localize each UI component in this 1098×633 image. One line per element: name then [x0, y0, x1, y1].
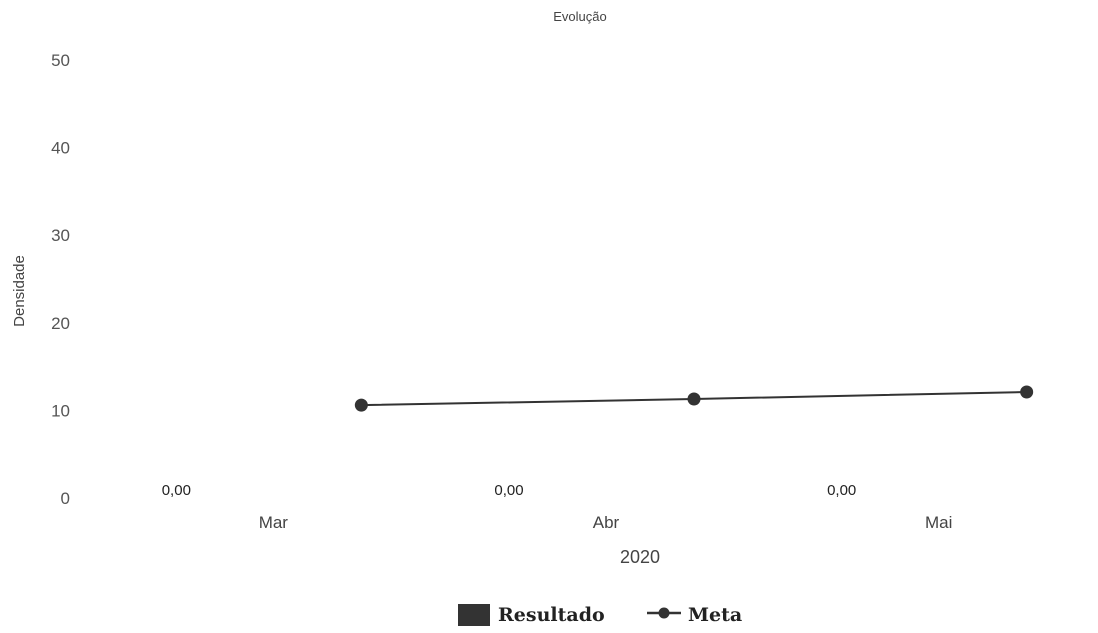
- legend-label-meta: Meta: [688, 604, 742, 626]
- legend[interactable]: Resultado Meta: [458, 604, 742, 626]
- y-tick-label: 0: [61, 489, 70, 508]
- meta-point[interactable]: [354, 398, 368, 412]
- x-tick-label: Mar: [259, 513, 289, 532]
- legend-swatch-resultado: [458, 604, 490, 626]
- chart-title: Evolução: [553, 9, 606, 24]
- legend-marker-meta: [658, 607, 670, 619]
- x-tick-label: Mai: [925, 513, 952, 532]
- y-axis-ticks: 0 10 20 30 40 50: [51, 51, 70, 508]
- y-axis-label: Densidade: [11, 255, 28, 327]
- legend-item-resultado[interactable]: Resultado: [458, 604, 605, 626]
- y-tick-label: 30: [51, 226, 70, 245]
- bar-data-label: 0,00: [494, 482, 523, 499]
- x-axis-ticks: Mar Abr Mai: [259, 513, 953, 532]
- meta-point[interactable]: [687, 392, 701, 406]
- line-series: [354, 385, 1034, 412]
- x-tick-label: Abr: [593, 513, 620, 532]
- y-tick-label: 10: [51, 401, 70, 420]
- x-axis-title: 2020: [620, 547, 660, 567]
- y-tick-label: 40: [51, 139, 70, 158]
- meta-point[interactable]: [1020, 385, 1034, 399]
- y-tick-label: 20: [51, 314, 70, 333]
- y-tick-label: 50: [51, 51, 70, 70]
- legend-label-resultado: Resultado: [498, 604, 605, 626]
- bar-data-label: 0,00: [162, 482, 191, 499]
- bar-data-label: 0,00: [827, 482, 856, 499]
- legend-item-meta[interactable]: Meta: [647, 604, 742, 626]
- bar-data-labels: 0,00 0,00 0,00: [162, 482, 857, 499]
